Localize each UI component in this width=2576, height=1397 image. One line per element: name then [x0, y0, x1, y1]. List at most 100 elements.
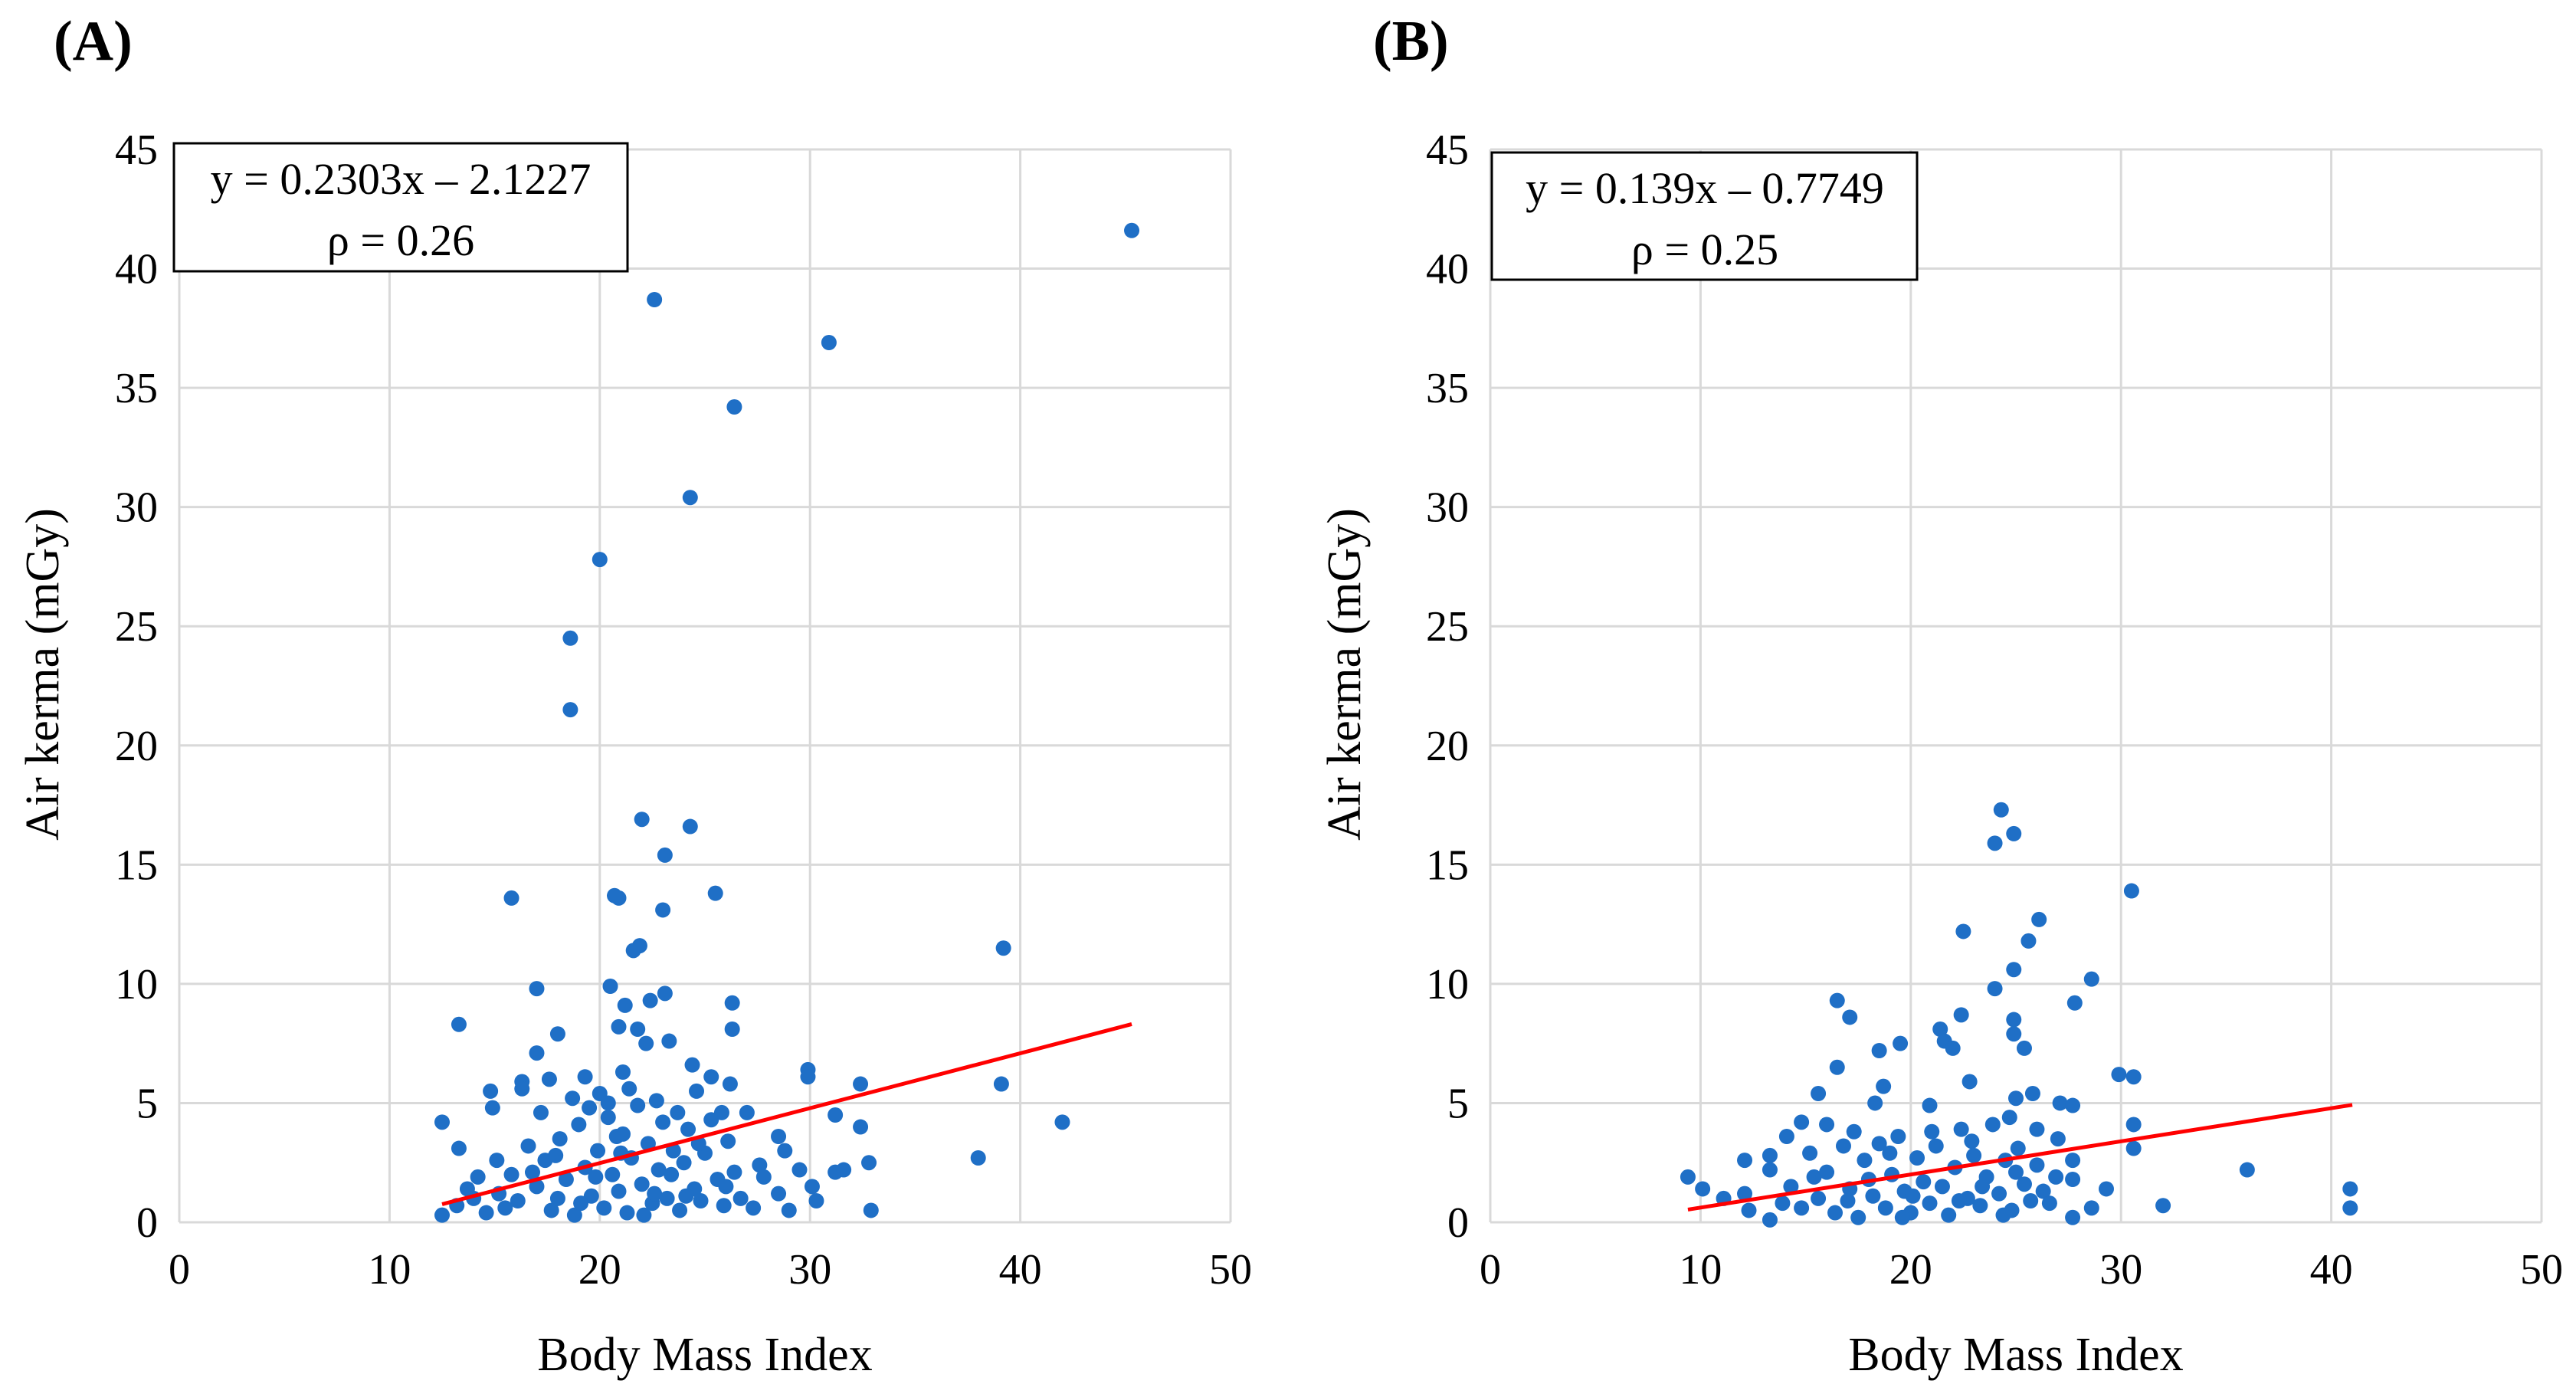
data-point: [636, 1207, 652, 1223]
data-point: [611, 890, 627, 906]
x-tick-label: 0: [1480, 1246, 1501, 1294]
data-point: [582, 1100, 598, 1116]
trendline: [441, 1022, 1132, 1206]
data-point: [483, 1083, 499, 1099]
data-point: [484, 1100, 500, 1116]
y-tick-label: 5: [136, 1080, 158, 1127]
y-tick-label: 20: [1426, 723, 1469, 770]
equation-text: y = 0.2303x – 2.1227: [211, 154, 592, 204]
data-point: [724, 995, 740, 1011]
data-point: [1778, 1129, 1794, 1144]
data-point: [1975, 1179, 1991, 1195]
data-point: [605, 1166, 621, 1182]
data-point: [619, 1205, 635, 1221]
data-point: [478, 1205, 494, 1221]
data-point: [1794, 1114, 1810, 1130]
data-point: [970, 1150, 986, 1166]
data-point: [2020, 933, 2037, 949]
data-point: [1850, 1209, 1866, 1225]
data-point: [1882, 1145, 1898, 1161]
data-point: [565, 1090, 581, 1107]
data-point: [657, 847, 673, 863]
data-point: [1987, 981, 2003, 997]
x-tick-label: 30: [2099, 1246, 2142, 1294]
data-point: [1953, 1121, 1969, 1137]
x-tick-label: 50: [2520, 1246, 2563, 1294]
data-point: [800, 1069, 816, 1085]
data-point: [611, 1183, 627, 1199]
data-point: [1922, 1097, 1938, 1113]
data-point: [1876, 1078, 1892, 1094]
gridlines: [178, 148, 1232, 1224]
data-point: [617, 997, 633, 1013]
data-point: [771, 1185, 787, 1202]
y-tick-label: 45: [1426, 126, 1469, 174]
data-point: [1802, 1145, 1818, 1161]
data-point: [1951, 1193, 1967, 1208]
x-tick-label: 20: [1889, 1246, 1932, 1294]
data-point: [1966, 1147, 1982, 1163]
data-point: [1811, 1086, 1827, 1101]
data-point: [588, 1169, 604, 1185]
data-point: [1984, 1117, 2001, 1133]
y-tick-label: 40: [115, 246, 158, 294]
x-axis-label: Body Mass Index: [1848, 1329, 2183, 1381]
data-point: [2342, 1200, 2358, 1216]
data-point: [672, 1202, 688, 1218]
y-tick-label: 25: [1426, 603, 1469, 651]
data-point: [836, 1162, 852, 1178]
data-point: [1857, 1153, 1873, 1169]
data-point: [529, 1179, 545, 1195]
y-tick-label: 10: [115, 961, 158, 1008]
data-point: [1928, 1138, 1944, 1154]
data-point: [732, 1190, 749, 1206]
data-point: [543, 1202, 559, 1218]
data-point: [549, 1026, 565, 1042]
x-tick-label: 10: [368, 1246, 411, 1294]
data-point: [608, 1129, 624, 1144]
data-point: [647, 292, 663, 307]
data-point: [2065, 1153, 2081, 1169]
data-point: [1806, 1169, 1822, 1185]
data-point: [726, 1164, 742, 1180]
data-point: [640, 1136, 656, 1152]
data-point: [1737, 1153, 1753, 1169]
data-point: [2239, 1162, 2255, 1178]
data-point: [1987, 835, 2003, 851]
data-point: [2048, 1169, 2064, 1185]
data-point: [2006, 825, 2022, 841]
equation-box: [1490, 151, 1919, 281]
data-point: [2052, 1095, 2068, 1111]
data-point: [642, 992, 658, 1008]
data-point: [2125, 1140, 2142, 1156]
data-point: [562, 702, 578, 718]
data-point: [1829, 1059, 1845, 1075]
data-point: [703, 1069, 719, 1085]
data-point: [1846, 1123, 1862, 1140]
data-point: [746, 1200, 762, 1216]
data-point: [573, 1195, 589, 1212]
rho-text: ρ = 0.26: [327, 215, 474, 265]
data-point: [655, 902, 671, 918]
y-tick-label: 25: [115, 603, 158, 651]
gridlines: [1489, 148, 2543, 1224]
data-point: [1893, 1035, 1909, 1051]
data-point: [1835, 1138, 1851, 1154]
data-point: [676, 1155, 692, 1171]
data-point: [2010, 1140, 2026, 1156]
data-point: [1941, 1207, 1957, 1223]
data-point: [2065, 1097, 2081, 1113]
data-point: [777, 1143, 793, 1159]
data-point: [861, 1155, 877, 1171]
data-point: [1827, 1205, 1844, 1221]
data-point: [1955, 923, 1971, 940]
data-point: [625, 943, 641, 959]
data-point: [634, 812, 650, 828]
panel-label: (B): [1373, 10, 1449, 73]
data-point: [571, 1117, 587, 1133]
data-point: [2008, 1090, 2024, 1107]
data-point: [2029, 1157, 2045, 1173]
data-point: [1819, 1164, 1835, 1180]
data-point: [722, 1076, 738, 1092]
data-point: [682, 818, 698, 835]
